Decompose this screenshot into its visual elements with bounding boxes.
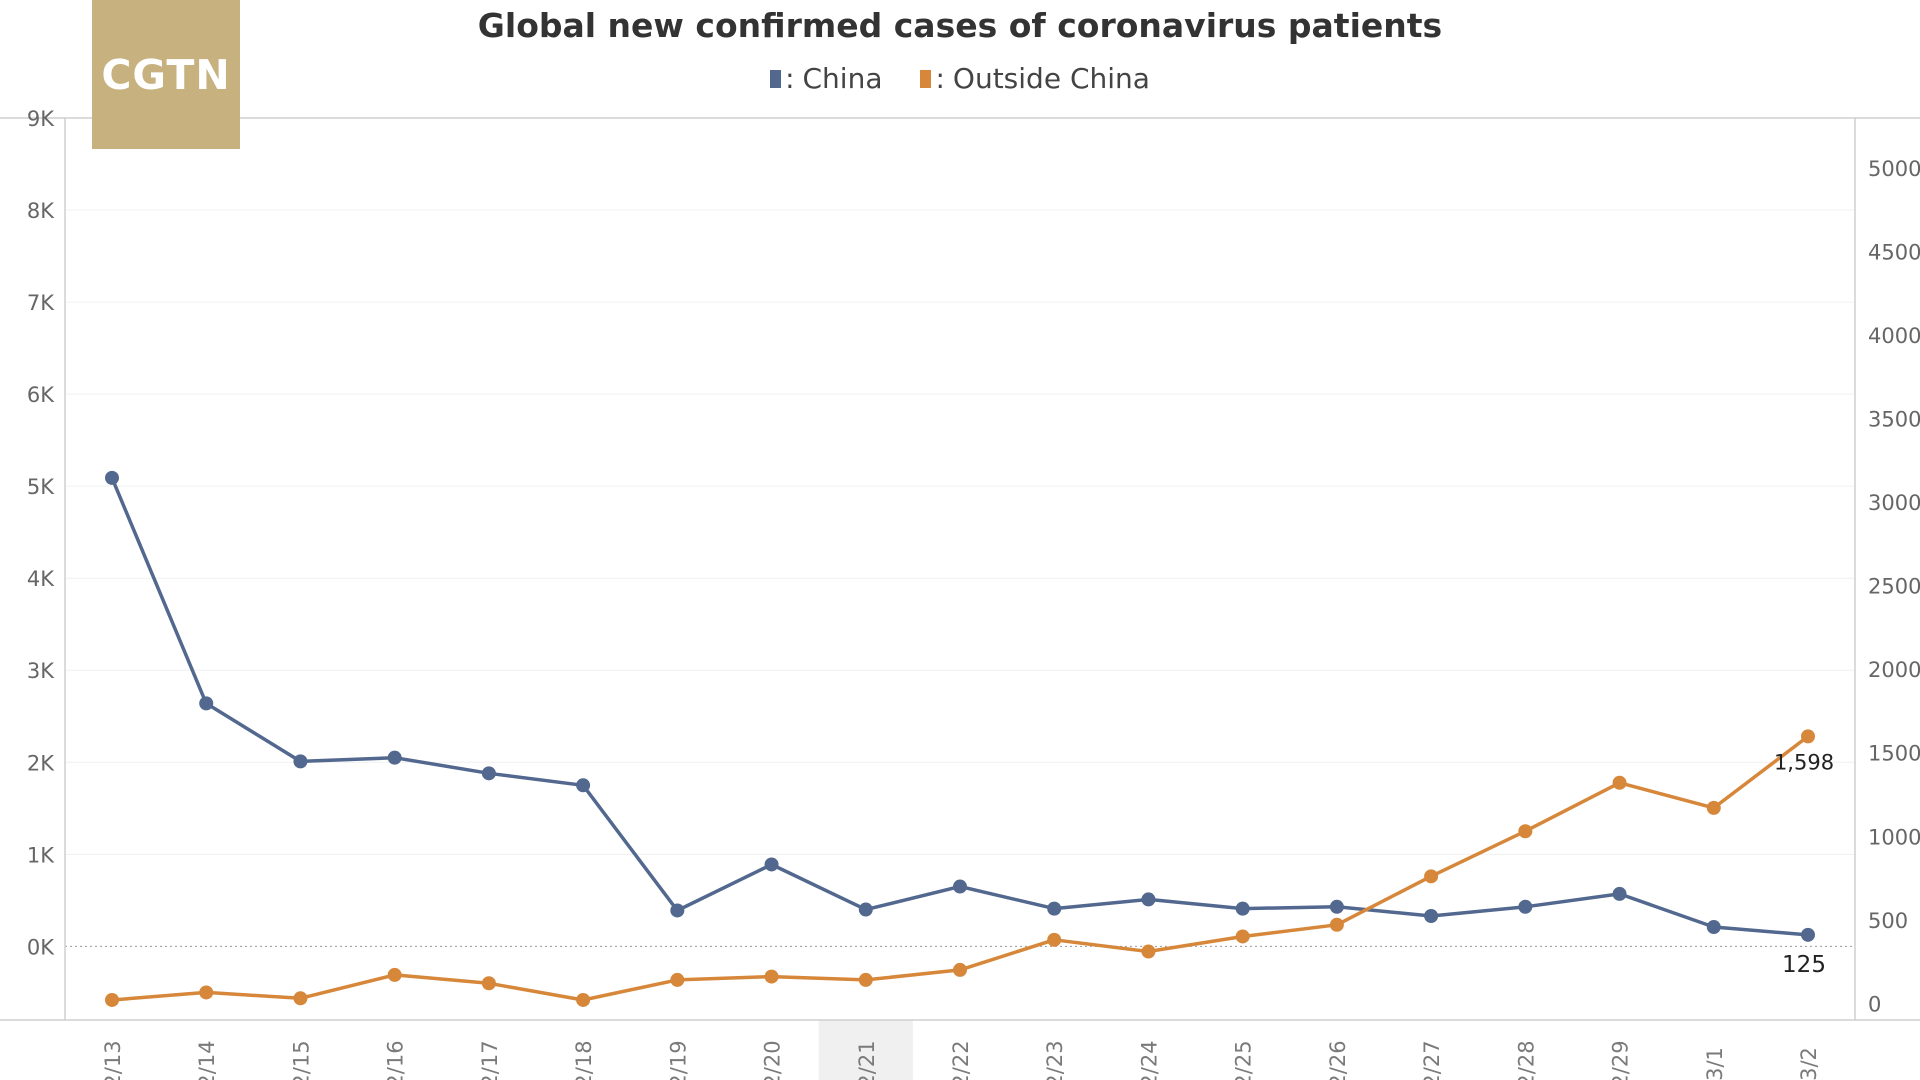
data-point-china [953,879,967,894]
data-point-outside-china [387,967,402,982]
data-point-china [387,750,402,765]
right-tick-label: 2500 [1868,575,1920,599]
data-point-outside-china [293,991,308,1006]
data-point-china [576,778,591,793]
end-label-outside-china: 1,598 [1774,750,1834,774]
logo-text: CGTN [101,50,231,99]
data-point-china [858,902,873,917]
right-tick-label: 0 [1868,992,1881,1016]
left-tick-label: 9K [27,107,55,131]
data-point-outside-china [199,985,214,1000]
series-line-china [110,476,1810,937]
legend-swatch-china [770,69,782,88]
x-tick-label: 3/1 [1703,1047,1727,1080]
left-tick-label: 3K [27,659,55,683]
data-point-outside-china [1235,929,1250,944]
right-tick-label: 500 [1868,909,1908,933]
end-label-china: 125 [1782,952,1826,978]
data-point-china [481,766,496,781]
left-tick-label: 2K [27,751,55,775]
x-tick-label: 2/14 [195,1040,219,1080]
left-tick-label: 5K [27,475,55,499]
data-point-china [293,754,308,769]
data-point-outside-china [1047,932,1062,947]
x-tick-label: 2/20 [761,1040,785,1080]
right-tick-label: 4000 [1868,324,1920,348]
x-tick-label: 3/2 [1797,1047,1821,1080]
cgtn-logo: CGTN [92,0,240,149]
data-point-outside-china [953,962,967,977]
series-line-outside-china [110,734,1810,1002]
data-point-china [1329,899,1344,914]
legend-label-outside-china: Outside China [952,62,1150,95]
legend-label-china: China [802,62,883,95]
legend-item-outside-china: : Outside China [920,62,1150,95]
x-tick-label: 2/27 [1420,1040,1444,1080]
data-point-china [1141,892,1156,907]
right-tick-label: 3000 [1868,491,1920,515]
right-tick-label: 3500 [1868,408,1920,432]
left-tick-label: 1K [27,843,55,867]
right-tick-label: 4500 [1868,241,1920,265]
legend-item-china: : China [770,62,882,95]
x-tick-label: 2/29 [1609,1040,1633,1080]
data-point-china [105,470,119,485]
data-point-outside-china [576,992,591,1007]
data-point-outside-china [1706,800,1721,815]
left-tick-label: 6K [27,383,55,407]
data-point-outside-china [1329,917,1344,932]
legend-swatch-outside-china [920,69,932,88]
data-point-outside-china [858,972,873,987]
x-tick-label: 2/22 [949,1040,973,1080]
left-tick-label: 8K [27,199,55,223]
data-point-china [1518,899,1533,914]
data-point-china [1801,927,1815,942]
x-tick-label: 2/15 [289,1040,313,1080]
data-point-china [1612,886,1627,901]
x-tick-label: 2/28 [1514,1040,1538,1080]
data-point-china [1235,901,1250,916]
data-point-outside-china [1518,824,1533,839]
right-tick-label: 2000 [1868,658,1920,682]
data-point-outside-china [481,976,496,991]
x-tick-label: 2/25 [1232,1040,1256,1080]
x-tick-label: 2/19 [666,1040,690,1080]
x-tick-label: 2/24 [1137,1040,1161,1080]
data-point-china [1424,908,1439,923]
x-tick-label: 2/18 [572,1040,596,1080]
x-tick-label: 2/26 [1326,1040,1350,1080]
data-point-outside-china [105,992,119,1007]
data-point-outside-china [1612,775,1627,790]
chart-title: Global new confirmed cases of coronaviru… [477,6,1443,45]
x-tick-label: 2/21 [855,1040,879,1080]
data-point-china [670,903,685,918]
right-tick-label: 1000 [1868,825,1920,849]
data-point-china [1047,901,1062,916]
data-point-china [764,857,779,872]
left-tick-label: 4K [27,567,55,591]
data-point-china [1706,920,1721,935]
chart-legend: : China : Outside China [0,62,1920,95]
x-tick-label: 2/13 [101,1040,125,1080]
x-tick-label: 2/16 [384,1040,408,1080]
left-tick-label: 7K [27,291,55,315]
left-tick-label: 0K [27,935,55,959]
data-point-outside-china [1424,869,1439,884]
data-point-outside-china [1801,729,1815,744]
data-point-outside-china [1141,944,1156,959]
data-point-outside-china [764,969,779,984]
data-point-china [199,696,214,711]
data-point-outside-china [670,972,685,987]
x-tick-label: 2/23 [1043,1040,1067,1080]
right-tick-label: 5000 [1868,157,1920,181]
right-tick-label: 1500 [1868,742,1920,766]
x-tick-label: 2/17 [478,1040,502,1080]
highlight-band [818,1020,913,1080]
